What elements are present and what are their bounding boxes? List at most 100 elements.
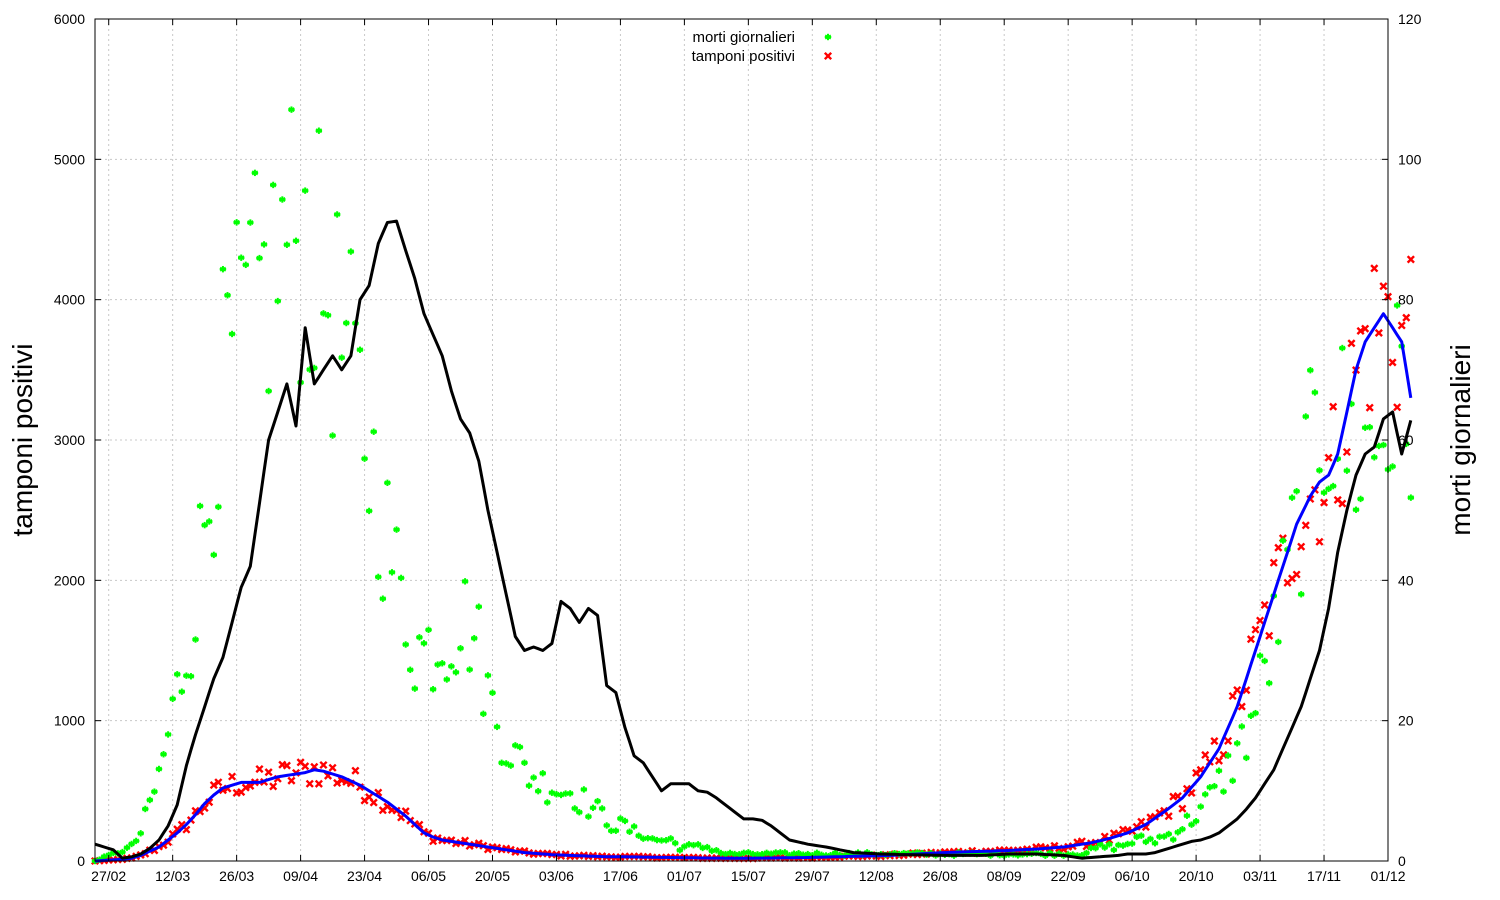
tamponi-point — [264, 768, 273, 777]
morti-point — [1179, 825, 1186, 833]
y-right-tick-label: 20 — [1398, 713, 1414, 729]
tamponi-point — [1338, 499, 1347, 508]
tamponi-point-stroke — [1178, 804, 1187, 813]
morti-point — [1192, 817, 1200, 825]
morti-point — [164, 731, 172, 738]
morti-point — [475, 603, 483, 610]
tamponi-point-stroke — [1338, 499, 1347, 508]
tamponi-point-stroke — [1388, 358, 1397, 367]
morti-point — [1169, 836, 1177, 843]
morti-point — [1106, 841, 1113, 848]
morti-point — [1320, 489, 1328, 496]
morti-point — [210, 551, 218, 559]
morti-point — [1183, 812, 1191, 819]
legend-label-tamponi: tamponi positivi — [692, 48, 795, 65]
y-right-tick-label: 60 — [1398, 432, 1414, 448]
tamponi-point — [1301, 521, 1310, 530]
tamponi-point-stroke — [301, 762, 310, 771]
morti-point — [416, 634, 423, 641]
morti-point — [283, 241, 291, 248]
morti-point — [1343, 467, 1351, 474]
morti-point — [123, 844, 131, 851]
morti-point — [260, 241, 268, 248]
data-layer — [90, 106, 1415, 866]
morti-point — [1252, 709, 1259, 717]
morti-point — [694, 841, 702, 848]
tamponi-point-stroke — [1246, 635, 1255, 644]
morti-point — [192, 636, 199, 643]
tamponi-point-stroke — [1333, 495, 1342, 504]
x-tick-label: 03/11 — [1243, 868, 1277, 884]
tamponi-point — [214, 778, 223, 787]
tamponi-point — [1251, 625, 1260, 634]
x-tick-label: 22/09 — [1051, 868, 1086, 884]
tamponi-point — [1224, 736, 1233, 745]
morti-point — [1110, 846, 1118, 854]
tamponi-point-stroke — [328, 763, 337, 772]
tamponi-point-stroke — [1356, 326, 1365, 335]
morti-point — [1297, 591, 1305, 598]
morti-point — [370, 428, 377, 435]
x-tick-label: 06/10 — [1115, 868, 1150, 884]
morti-point — [493, 723, 501, 731]
morti-moving-average-line — [94, 219, 1413, 860]
x-tick-label: 03/06 — [539, 868, 574, 884]
x-tick-label: 17/11 — [1307, 868, 1341, 884]
x-tick-label: 27/02 — [91, 868, 126, 884]
morti-point — [576, 809, 583, 816]
x-tick-label: 09/04 — [283, 868, 318, 884]
morti-point — [1311, 389, 1319, 396]
morti-point — [1233, 740, 1241, 747]
morti-point — [155, 765, 163, 773]
morti-point — [676, 847, 684, 854]
morti-point — [1174, 829, 1182, 836]
tamponi-point — [1178, 804, 1187, 813]
y-right-tick-label: 0 — [1398, 853, 1406, 869]
tamponi-point — [319, 760, 328, 770]
legend-marker-tamponi — [823, 51, 833, 61]
tamponi-point — [228, 772, 237, 781]
morti-point — [420, 640, 428, 647]
morti-point — [1265, 679, 1273, 687]
morti-point — [256, 254, 263, 262]
morti-point — [247, 219, 254, 226]
ticks-layer: 27/02 12/03 26/03 09/04 23/04 06/05 20/05 03/06… — [54, 11, 1422, 884]
x-tick-label: 26/08 — [923, 868, 958, 884]
tamponi-point-stroke — [287, 776, 296, 785]
morti-point — [1137, 832, 1145, 839]
morti-point — [393, 526, 400, 533]
tamponi-point — [255, 764, 264, 774]
legend-label-morti: morti giornalieri — [692, 29, 795, 46]
tamponi-point-stroke — [1196, 765, 1205, 774]
tamponi-point — [333, 778, 342, 788]
morti-point — [1220, 788, 1227, 795]
morti-point — [187, 673, 195, 680]
morti-point — [397, 574, 405, 582]
tamponi-point-stroke — [282, 761, 291, 770]
morti-point — [146, 796, 154, 804]
morti-point — [781, 849, 789, 856]
x-tick-label: 08/09 — [987, 868, 1022, 884]
morti-point — [1096, 841, 1104, 848]
tamponi-point-stroke — [182, 825, 191, 834]
y-right-tick-label: 80 — [1398, 292, 1414, 308]
tamponi-point-stroke — [209, 781, 218, 790]
morti-point — [119, 848, 126, 856]
morti-point — [470, 635, 478, 642]
tamponi-point — [1356, 326, 1365, 335]
morti-point — [507, 762, 515, 769]
y-left-tick-label: 5000 — [54, 151, 85, 167]
morti-point — [178, 688, 186, 695]
morti-point — [461, 578, 469, 585]
morti-point — [173, 671, 181, 678]
morti-point — [612, 827, 620, 834]
tamponi-point-stroke — [1164, 812, 1173, 821]
tamponi-point-stroke — [1329, 402, 1338, 411]
y-left-tick-label: 2000 — [54, 572, 85, 588]
y-left-tick-label: 1000 — [54, 713, 85, 729]
morti-point — [626, 828, 633, 835]
morti-point — [1256, 652, 1264, 659]
morti-point — [703, 843, 711, 851]
morti-point — [544, 799, 551, 806]
morti-point — [361, 455, 368, 462]
